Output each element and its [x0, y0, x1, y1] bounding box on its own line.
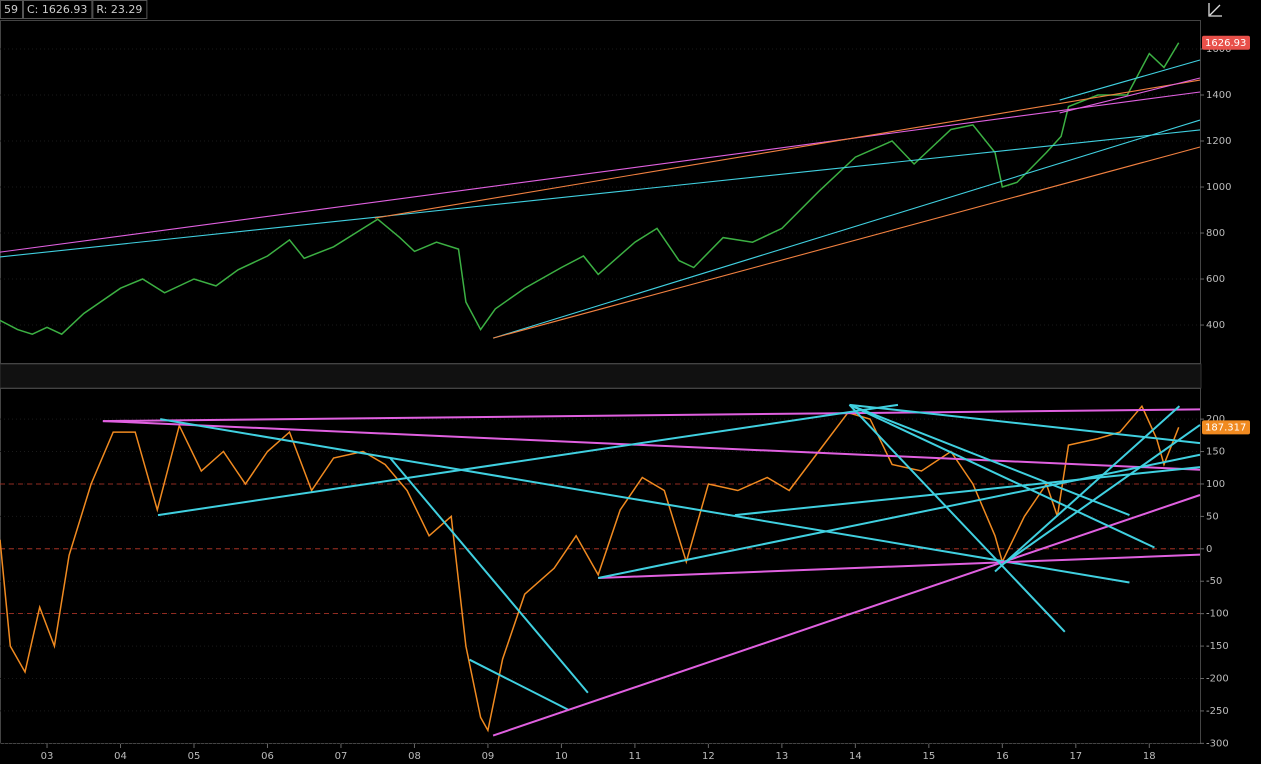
last-value-label: 187.317	[1205, 422, 1246, 433]
header-item: R: 23.29	[96, 3, 142, 16]
trend-line	[160, 418, 1130, 584]
price-line	[0, 404, 1180, 733]
last-value-box	[1202, 35, 1250, 50]
y-tick-label: 1400	[1206, 90, 1231, 101]
trend-line	[849, 403, 1130, 517]
x-tick-label: 10	[555, 751, 568, 762]
x-tick-label: 06	[261, 751, 274, 762]
y-tick-label: 400	[1206, 320, 1225, 331]
panel-separator	[0, 363, 1202, 389]
x-tick-label: 17	[1069, 751, 1082, 762]
y-tick-label: 100	[1206, 479, 1225, 490]
trend-line	[469, 658, 569, 711]
header-box	[0, 0, 23, 19]
trend-line	[102, 420, 1201, 471]
trend-line	[849, 403, 1155, 549]
x-tick-label: 04	[114, 751, 127, 762]
y-tick-label: 50	[1206, 511, 1219, 522]
x-tick-label: 16	[996, 751, 1009, 762]
x-tick-label: 11	[629, 751, 642, 762]
last-value-box	[1202, 420, 1250, 435]
price-panel-frame	[0, 20, 1201, 364]
trend-line	[1059, 77, 1201, 114]
x-tick-label: 15	[922, 751, 935, 762]
trend-line	[157, 403, 899, 517]
trend-line	[597, 453, 1201, 579]
trend-line	[492, 494, 1201, 737]
y-tick-label: -250	[1206, 706, 1229, 717]
y-tick-label: 800	[1206, 228, 1225, 239]
header-item: 59	[4, 3, 18, 16]
trend-line	[0, 129, 1201, 258]
trend-line	[492, 119, 1201, 339]
y-tick-label: -150	[1206, 641, 1229, 652]
trend-line	[374, 79, 1201, 219]
x-tick-label: 03	[41, 751, 54, 762]
y-tick-label: -100	[1206, 609, 1229, 620]
y-tick-label: 1200	[1206, 136, 1231, 147]
trend-line	[389, 457, 589, 694]
x-tick-label: 12	[702, 751, 715, 762]
trend-line	[492, 146, 1201, 339]
trend-line	[102, 408, 1201, 423]
y-tick-label: 0	[1206, 544, 1212, 555]
y-tick-label: -300	[1206, 738, 1229, 749]
trend-line	[848, 404, 1066, 633]
trend-line	[598, 553, 1201, 579]
y-tick-label: 150	[1206, 447, 1225, 458]
trend-line	[849, 403, 1201, 445]
x-tick-label: 18	[1143, 751, 1156, 762]
header-item: C: 1626.93	[27, 3, 87, 16]
x-tick-label: 14	[849, 751, 862, 762]
x-tick-label: 13	[776, 751, 789, 762]
y-tick-label: 1000	[1206, 182, 1231, 193]
x-tick-label: 07	[335, 751, 348, 762]
trend-line	[0, 91, 1201, 253]
x-tick-label: 09	[482, 751, 495, 762]
header-box	[92, 0, 148, 19]
x-tick-label: 05	[188, 751, 201, 762]
icon-glyph[interactable]	[1208, 3, 1222, 17]
y-tick-label: -200	[1206, 674, 1229, 685]
y-tick-label: -50	[1206, 576, 1222, 587]
trend-line	[734, 466, 1201, 517]
trend-line	[994, 405, 1181, 573]
last-value-label: 1626.93	[1205, 38, 1246, 49]
trend-line	[1059, 59, 1201, 101]
price-line	[0, 42, 1180, 336]
y-tick-label: 200	[1206, 414, 1225, 425]
trend-line	[1003, 424, 1201, 564]
x-tick-label: 08	[408, 751, 421, 762]
toolbar-icon[interactable]	[1203, 0, 1227, 20]
y-tick-label: 600	[1206, 274, 1225, 285]
header-box	[23, 0, 93, 19]
